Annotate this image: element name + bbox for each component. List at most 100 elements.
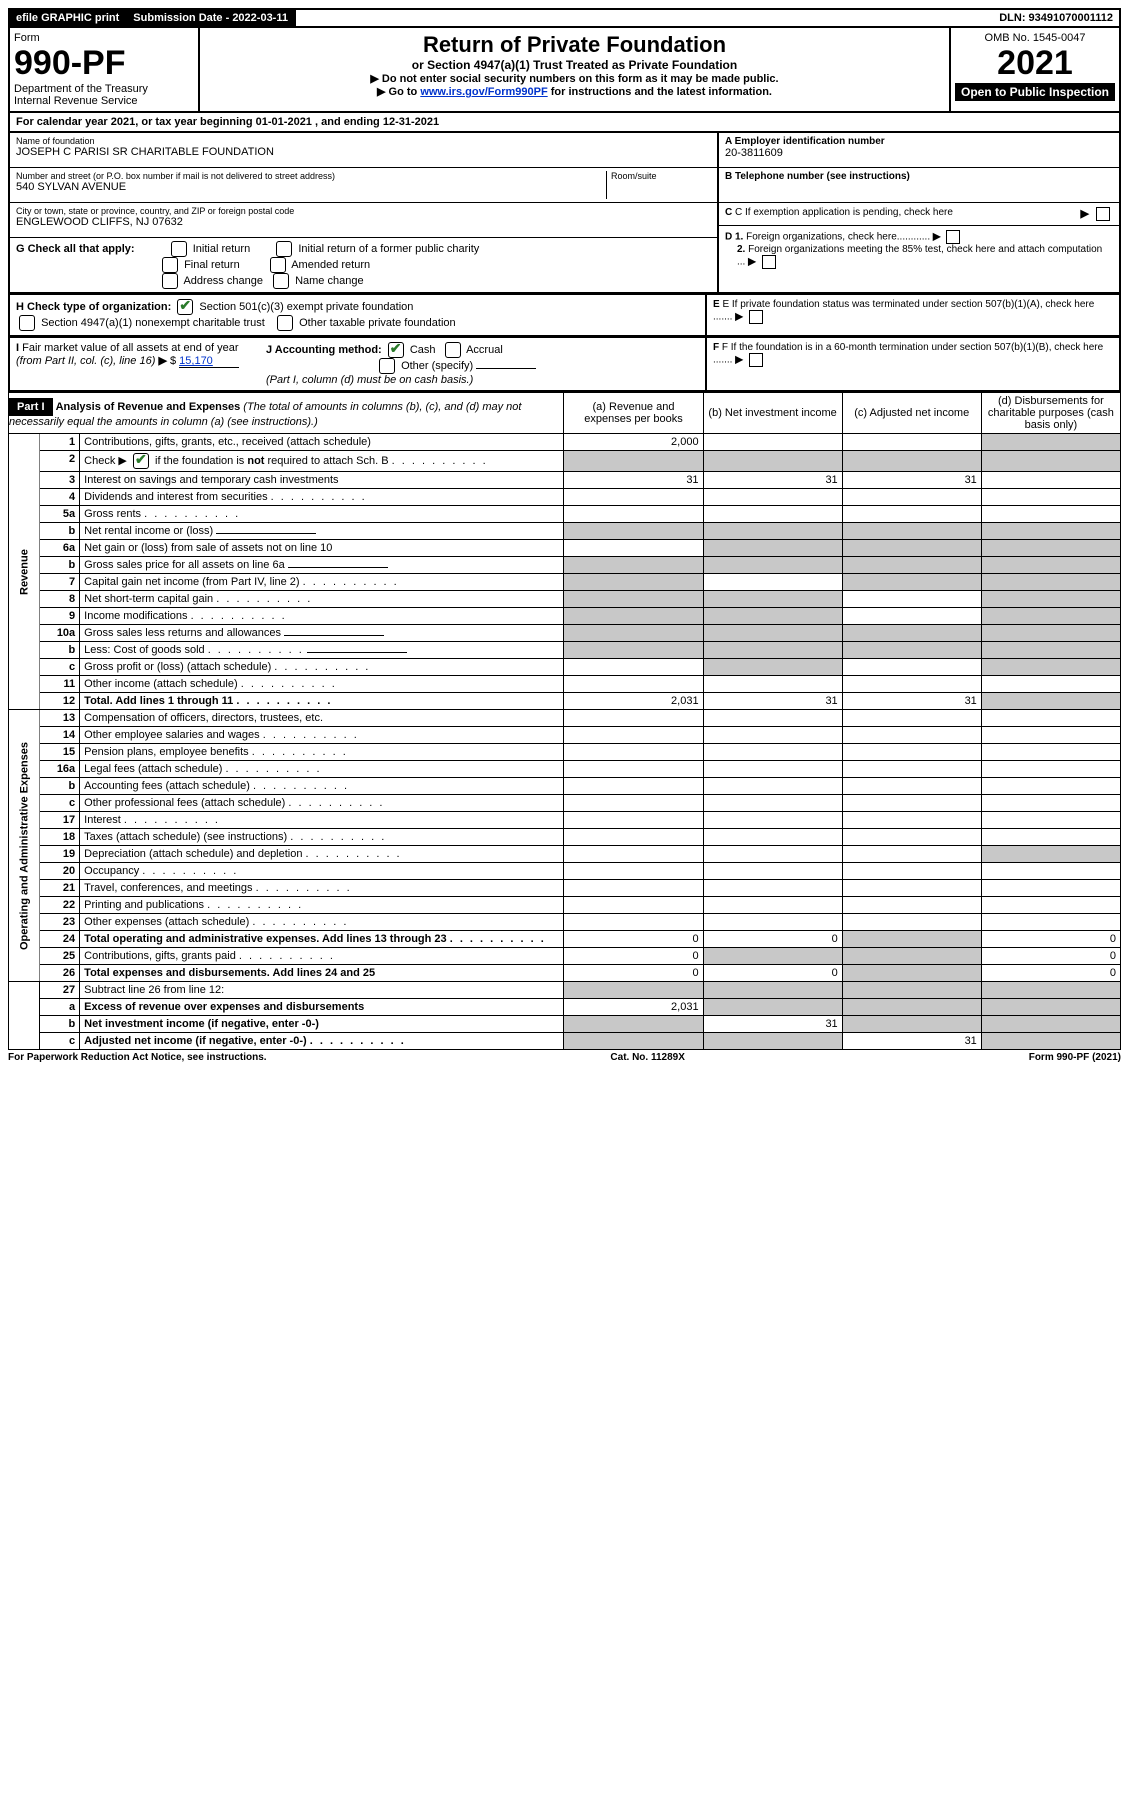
- table-cell: [703, 829, 842, 846]
- checkbox-other-method[interactable]: [379, 358, 395, 374]
- row-num: 5a: [40, 506, 80, 523]
- table-cell: [564, 863, 703, 880]
- irs-link[interactable]: www.irs.gov/Form990PF: [420, 86, 547, 98]
- table-cell: [981, 642, 1120, 659]
- table-cell: [981, 1016, 1120, 1033]
- row-num: 6a: [40, 540, 80, 557]
- checkbox-d2[interactable]: [762, 255, 776, 269]
- checkbox-e[interactable]: [749, 310, 763, 324]
- table-cell: [703, 591, 842, 608]
- table-cell: [703, 676, 842, 693]
- checkbox-cash[interactable]: [388, 342, 404, 358]
- checkbox-name-change[interactable]: [273, 273, 289, 289]
- h-opt1: Section 501(c)(3) exempt private foundat…: [199, 301, 413, 313]
- checkbox-final-return[interactable]: [162, 257, 178, 273]
- ein-value: 20-3811609: [725, 147, 1113, 159]
- row-num: 22: [40, 897, 80, 914]
- page-footer: For Paperwork Reduction Act Notice, see …: [8, 1050, 1121, 1063]
- table-cell: [703, 434, 842, 451]
- row-desc: Total. Add lines 1 through 11: [80, 693, 564, 710]
- checkbox-former-public[interactable]: [276, 241, 292, 257]
- table-cell: [981, 1033, 1120, 1050]
- table-row: 6a Net gain or (loss) from sale of asset…: [9, 540, 1121, 557]
- table-row: 2 Check ▶ if the foundation is not requi…: [9, 451, 1121, 472]
- bottom-side: [9, 982, 40, 1050]
- table-row: 15 Pension plans, employee benefits: [9, 744, 1121, 761]
- table-cell: [703, 1033, 842, 1050]
- table-cell: [703, 880, 842, 897]
- table-row: c Other professional fees (attach schedu…: [9, 795, 1121, 812]
- row-num: b: [40, 557, 80, 574]
- row-num: 10a: [40, 625, 80, 642]
- col-d-header: (d) Disbursements for charitable purpose…: [981, 393, 1120, 434]
- row-desc: Taxes (attach schedule) (see instruction…: [80, 829, 564, 846]
- row-num: c: [40, 659, 80, 676]
- table-cell: [981, 489, 1120, 506]
- checkbox-amended[interactable]: [270, 257, 286, 273]
- table-cell: [703, 574, 842, 591]
- table-cell: [703, 540, 842, 557]
- checkbox-initial-return[interactable]: [171, 241, 187, 257]
- note2-post: for instructions and the latest informat…: [548, 86, 772, 98]
- table-row: 19 Depreciation (attach schedule) and de…: [9, 846, 1121, 863]
- table-cell: [703, 795, 842, 812]
- table-row: 12 Total. Add lines 1 through 11 2,03131…: [9, 693, 1121, 710]
- section-i: I Fair market value of all assets at end…: [16, 342, 246, 386]
- a-label: A Employer identification number: [725, 136, 1113, 147]
- table-row: 22 Printing and publications: [9, 897, 1121, 914]
- table-row: 21 Travel, conferences, and meetings: [9, 880, 1121, 897]
- foundation-addr: 540 SYLVAN AVENUE: [16, 181, 606, 193]
- checkbox-other-tax[interactable]: [277, 315, 293, 331]
- header-right: OMB No. 1545-0047 2021 Open to Public In…: [951, 28, 1119, 111]
- cal-begin: 01-01-2021: [256, 116, 312, 128]
- table-row: 11 Other income (attach schedule): [9, 676, 1121, 693]
- table-cell: [703, 744, 842, 761]
- table-cell: [981, 812, 1120, 829]
- table-cell: [703, 506, 842, 523]
- footer-mid: Cat. No. 11289X: [610, 1052, 684, 1063]
- table-cell: [842, 659, 981, 676]
- note2-pre: ▶ Go to: [377, 86, 420, 98]
- table-cell: [564, 846, 703, 863]
- table-cell: [981, 846, 1120, 863]
- table-cell: [564, 914, 703, 931]
- table-row: 18 Taxes (attach schedule) (see instruct…: [9, 829, 1121, 846]
- row-num: b: [40, 1016, 80, 1033]
- footer-left: For Paperwork Reduction Act Notice, see …: [8, 1052, 267, 1063]
- table-row: Revenue 1 Contributions, gifts, grants, …: [9, 434, 1121, 451]
- table-cell: 31: [703, 693, 842, 710]
- table-cell: [564, 625, 703, 642]
- table-cell: [842, 982, 981, 999]
- table-row: 25 Contributions, gifts, grants paid 00: [9, 948, 1121, 965]
- j-accrual: Accrual: [466, 344, 503, 356]
- table-cell: [981, 897, 1120, 914]
- checkbox-addr-change[interactable]: [162, 273, 178, 289]
- checkbox-501c3[interactable]: [177, 299, 193, 315]
- section-f: F F If the foundation is in a 60-month t…: [705, 338, 1119, 390]
- table-row: b Gross sales price for all assets on li…: [9, 557, 1121, 574]
- table-row: 3 Interest on savings and temporary cash…: [9, 472, 1121, 489]
- table-cell: [564, 778, 703, 795]
- row-num: b: [40, 778, 80, 795]
- table-cell: [564, 829, 703, 846]
- table-cell: [981, 795, 1120, 812]
- table-cell: [703, 897, 842, 914]
- j-other: Other (specify): [401, 360, 473, 372]
- checkbox-c[interactable]: [1096, 207, 1110, 221]
- table-cell: [842, 863, 981, 880]
- table-cell: [703, 812, 842, 829]
- checkbox-accrual[interactable]: [445, 342, 461, 358]
- table-cell: [981, 880, 1120, 897]
- row-desc: Net gain or (loss) from sale of assets n…: [80, 540, 564, 557]
- table-cell: [564, 1016, 703, 1033]
- row-num: b: [40, 523, 80, 540]
- foundation-city: ENGLEWOOD CLIFFS, NJ 07632: [16, 216, 711, 228]
- checkbox-d1[interactable]: [946, 230, 960, 244]
- checkbox-f[interactable]: [749, 353, 763, 367]
- checkbox-4947[interactable]: [19, 315, 35, 331]
- table-cell: [981, 591, 1120, 608]
- fmv-value[interactable]: 15,170: [179, 355, 239, 368]
- foundation-info: Name of foundation JOSEPH C PARISI SR CH…: [8, 133, 1121, 294]
- row-num: 24: [40, 931, 80, 948]
- j-cash: Cash: [410, 344, 436, 356]
